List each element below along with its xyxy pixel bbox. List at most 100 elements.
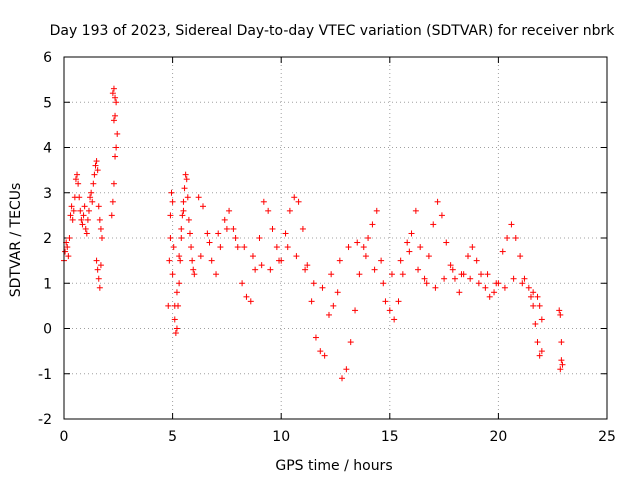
x-tick-label: 5	[168, 429, 177, 445]
data-point	[180, 207, 187, 214]
data-point	[171, 316, 178, 323]
data-point	[167, 212, 174, 219]
data-point	[182, 171, 189, 178]
data-point	[557, 311, 564, 318]
data-point	[464, 253, 471, 260]
data-point	[276, 257, 283, 264]
data-point	[397, 257, 404, 264]
data-point	[172, 330, 179, 337]
data-point	[504, 235, 511, 241]
data-point	[93, 158, 100, 165]
data-point	[517, 253, 524, 260]
data-point	[530, 302, 537, 309]
data-point	[386, 307, 393, 314]
x-tick-label: 10	[272, 429, 290, 445]
data-point	[343, 366, 350, 373]
data-point	[378, 257, 385, 264]
data-point	[352, 307, 359, 314]
data-point	[179, 212, 186, 219]
data-point	[558, 339, 565, 346]
data-point	[286, 207, 293, 214]
data-point	[508, 221, 515, 228]
data-point	[94, 167, 101, 174]
data-point	[556, 307, 563, 314]
data-point	[469, 244, 476, 251]
data-point	[519, 280, 526, 287]
data-point	[521, 275, 528, 282]
data-point	[76, 194, 83, 201]
data-point	[165, 302, 172, 309]
data-point	[247, 298, 254, 305]
data-point	[110, 180, 117, 187]
data-point	[467, 275, 474, 282]
data-points	[61, 85, 566, 382]
data-point	[299, 225, 306, 232]
data-point	[108, 212, 115, 219]
y-tick-label: 2	[43, 231, 52, 247]
data-point	[558, 357, 565, 364]
data-point	[328, 271, 335, 278]
data-point	[171, 302, 178, 309]
data-point	[112, 112, 119, 119]
data-point	[302, 266, 309, 273]
data-point	[458, 271, 465, 278]
data-point	[417, 244, 424, 251]
data-point	[536, 302, 543, 309]
data-point	[68, 203, 75, 210]
data-point	[189, 257, 196, 264]
data-point	[406, 248, 413, 255]
data-point	[88, 189, 95, 196]
data-point	[443, 239, 450, 246]
data-point	[282, 230, 289, 237]
data-point	[176, 253, 183, 260]
data-point	[168, 189, 175, 196]
data-point	[269, 225, 276, 232]
data-point	[177, 257, 184, 264]
axis-ticks: 0 5 10 15 20 25 -2 -1 0 1 2 3 4 5 6	[38, 50, 616, 445]
data-point	[482, 284, 489, 291]
data-point	[499, 248, 506, 255]
data-point	[525, 284, 532, 291]
data-point	[447, 262, 454, 269]
data-point	[308, 298, 315, 305]
data-point	[408, 230, 415, 237]
chart-title: Day 193 of 2023, Sidereal Day-to-day VTE…	[50, 23, 616, 39]
data-point	[536, 352, 543, 359]
data-point	[330, 302, 337, 309]
data-point	[319, 284, 326, 291]
data-point	[557, 366, 564, 373]
data-point	[404, 239, 411, 246]
data-point	[321, 352, 328, 359]
data-point	[113, 99, 120, 106]
data-point	[166, 257, 173, 264]
data-point	[170, 244, 177, 251]
data-point	[267, 266, 274, 273]
data-point	[226, 207, 233, 214]
data-point	[284, 244, 291, 251]
data-point	[347, 339, 354, 346]
data-point	[534, 293, 541, 300]
data-point	[415, 266, 422, 273]
data-point	[356, 271, 363, 278]
data-point	[365, 235, 372, 241]
data-point	[380, 280, 387, 287]
data-point	[265, 207, 272, 214]
data-point	[252, 266, 259, 273]
y-tick-label: 6	[43, 50, 52, 66]
data-point	[97, 262, 104, 269]
y-tick-label: 1	[43, 276, 52, 292]
data-point	[213, 271, 220, 278]
data-point	[74, 171, 81, 178]
data-point	[382, 298, 389, 305]
data-point	[206, 239, 213, 246]
data-point	[423, 280, 430, 287]
data-point	[334, 289, 341, 296]
data-point	[70, 207, 77, 214]
data-point	[67, 212, 74, 219]
data-point	[473, 257, 480, 264]
data-point	[360, 244, 367, 251]
data-point	[97, 225, 104, 232]
data-point	[232, 235, 239, 241]
data-point	[85, 207, 92, 214]
